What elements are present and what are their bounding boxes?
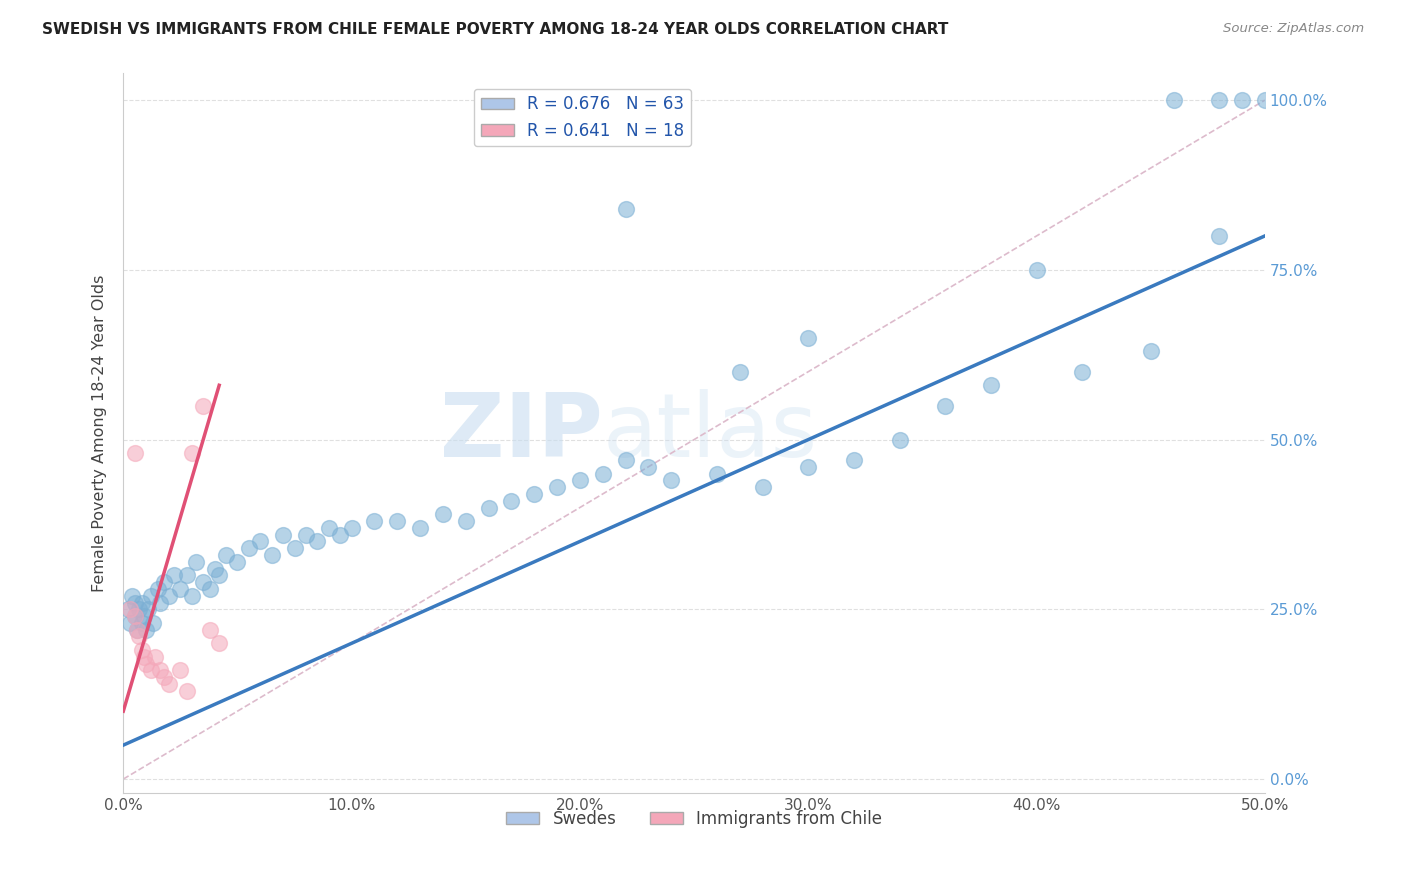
Point (1025, 263, 1047, 277)
Point (132, 609, 155, 624)
Point (283, 541, 305, 556)
Point (614, 453, 637, 467)
Point (523, 487, 546, 501)
Point (204, 561, 226, 575)
Point (340, 521, 363, 535)
Point (142, 615, 165, 630)
Point (120, 615, 142, 630)
Text: atlas: atlas (603, 389, 818, 476)
Point (1139, 344, 1161, 359)
Point (728, 365, 751, 379)
Point (124, 596, 146, 610)
Point (226, 555, 249, 569)
Point (131, 596, 153, 610)
Point (659, 474, 682, 488)
Point (797, 459, 820, 474)
Point (592, 467, 614, 481)
Y-axis label: Female Poverty Among 18-24 Year Olds: Female Poverty Among 18-24 Year Olds (93, 274, 107, 591)
Point (132, 649, 155, 664)
Point (208, 636, 231, 650)
Point (139, 664, 162, 678)
Point (260, 548, 283, 562)
Point (180, 589, 202, 603)
Point (169, 582, 191, 596)
Point (117, 602, 139, 616)
Point (568, 474, 591, 488)
Point (501, 493, 523, 508)
Point (1163, 93, 1185, 107)
Point (1208, 93, 1230, 107)
Point (138, 602, 160, 616)
Point (295, 527, 318, 541)
Point (980, 378, 1002, 392)
Point (131, 615, 153, 630)
Point (121, 589, 143, 603)
Point (208, 568, 231, 582)
Point (329, 527, 352, 541)
Point (157, 589, 180, 603)
Point (215, 548, 238, 562)
Point (387, 514, 409, 528)
Point (124, 609, 146, 624)
Point (169, 664, 191, 678)
Point (146, 582, 169, 596)
Point (143, 649, 166, 664)
Point (363, 514, 385, 528)
Point (706, 467, 728, 481)
Point (797, 331, 820, 345)
Point (125, 623, 148, 637)
Point (454, 514, 477, 528)
Point (153, 575, 176, 590)
Point (198, 582, 221, 596)
Point (176, 568, 198, 582)
Point (842, 453, 865, 467)
Point (193, 399, 215, 413)
Point (409, 521, 432, 535)
Point (1254, 93, 1277, 107)
Point (120, 602, 142, 616)
Point (193, 575, 215, 590)
Point (153, 670, 176, 684)
Point (139, 589, 162, 603)
Point (1071, 365, 1094, 379)
Point (180, 446, 202, 460)
Point (176, 683, 198, 698)
Point (149, 596, 172, 610)
Point (1230, 93, 1253, 107)
Point (546, 480, 568, 494)
Point (125, 623, 148, 637)
Point (238, 541, 260, 556)
Point (318, 521, 340, 535)
Text: SWEDISH VS IMMIGRANTS FROM CHILE FEMALE POVERTY AMONG 18-24 YEAR OLDS CORRELATIO: SWEDISH VS IMMIGRANTS FROM CHILE FEMALE … (42, 22, 949, 37)
Point (124, 609, 146, 624)
Point (249, 534, 271, 549)
Point (162, 568, 184, 582)
Point (149, 664, 172, 678)
Point (307, 534, 329, 549)
Point (432, 508, 454, 522)
Point (198, 623, 221, 637)
Point (1208, 228, 1230, 243)
Point (186, 555, 208, 569)
Point (271, 527, 294, 541)
Point (889, 433, 911, 447)
Point (934, 399, 956, 413)
Point (128, 602, 150, 616)
Point (751, 480, 773, 494)
Point (157, 677, 180, 691)
Legend: Swedes, Immigrants from Chile: Swedes, Immigrants from Chile (499, 804, 889, 835)
Point (637, 459, 659, 474)
Point (614, 202, 637, 216)
Text: ZIP: ZIP (440, 389, 603, 476)
Point (124, 446, 146, 460)
Point (128, 630, 150, 644)
Text: Source: ZipAtlas.com: Source: ZipAtlas.com (1223, 22, 1364, 36)
Point (135, 623, 157, 637)
Point (135, 657, 157, 671)
Point (478, 500, 501, 515)
Point (131, 643, 153, 657)
